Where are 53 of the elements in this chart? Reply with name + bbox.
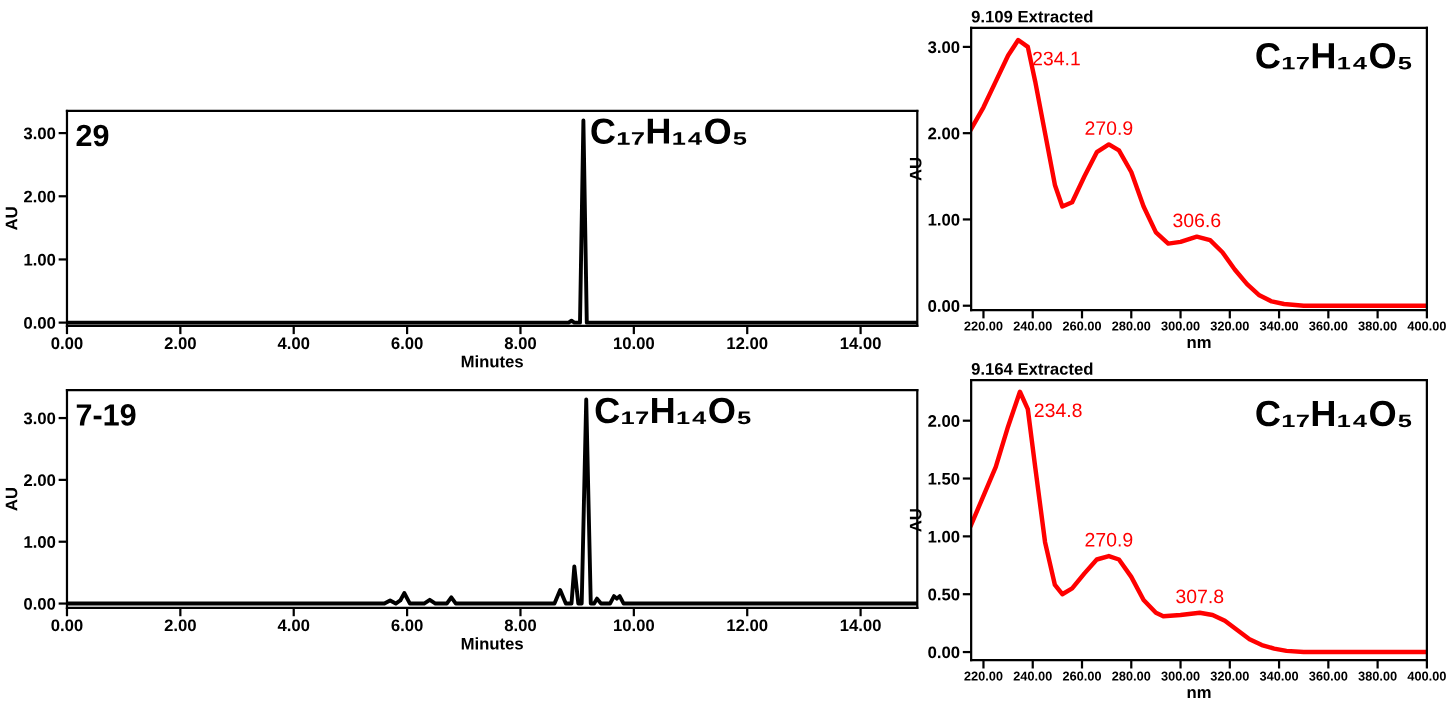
y-tick-label: 0.00 [928, 300, 960, 312]
x-axis-title: nm [1187, 338, 1211, 348]
chart-title: 9.164 Extracted [971, 362, 1093, 375]
y-tick-label: 1.00 [24, 536, 56, 548]
x-axis-title: Minutes [461, 355, 523, 368]
x-tick-label: 14.00 [840, 619, 881, 632]
x-tick-label: 12.00 [727, 619, 768, 632]
annotation: 306.6 [1173, 213, 1221, 228]
x-tick-label: 14.00 [840, 337, 881, 350]
x-axis-title: nm [1187, 689, 1211, 699]
x-tick-label: 8.00 [504, 337, 537, 350]
annotation: 234.1 [1033, 51, 1080, 66]
y-tick-label: 0.00 [928, 646, 960, 659]
annotation: C₁₇H₁₄O₅ [591, 118, 747, 145]
y-tick-label: 1.50 [928, 472, 960, 485]
annotation: 307.8 [1176, 589, 1224, 604]
y-tick-label: 0.00 [24, 597, 56, 610]
y-tick-label: 0.50 [928, 588, 960, 601]
annotation: 29 [76, 124, 109, 147]
x-axis-title: Minutes [461, 637, 523, 650]
x-tick-label: 6.00 [391, 619, 423, 632]
y-tick-label: 1.00 [928, 213, 960, 226]
y-tick-label: 2.00 [24, 190, 56, 203]
x-tick-label: 0.00 [51, 337, 83, 350]
line-series [971, 389, 1427, 655]
chart-title: 9.109 Extracted [971, 10, 1093, 23]
y-tick-label: 2.00 [928, 127, 960, 140]
annotation: C₁₇H₁₄O₅ [1256, 42, 1412, 70]
annotation: C₁₇H₁₄O₅ [1256, 400, 1412, 428]
y-tick-label: 1.00 [928, 530, 960, 543]
x-tick-label: 4.00 [277, 619, 310, 632]
x-tick-label: 10.00 [614, 337, 655, 350]
annotation: 270.9 [1085, 121, 1133, 135]
y-tick-label: 3.00 [927, 41, 960, 54]
y-tick-label: 3.00 [23, 412, 56, 425]
x-tick-label: 4.00 [277, 337, 310, 350]
x-tick-label: 12.00 [727, 337, 768, 350]
annotation: 270.9 [1085, 532, 1133, 547]
x-tick-label: 8.00 [504, 619, 537, 632]
x-tick-label: 2.00 [164, 619, 196, 632]
x-tick-label: 10.00 [614, 619, 655, 632]
y-tick-label: 1.00 [24, 253, 56, 266]
x-tick-label: 0.00 [51, 619, 83, 632]
x-tick-label: 2.00 [164, 337, 196, 350]
y-tick-label: 3.00 [23, 127, 56, 140]
annotation: C₁₇H₁₄O₅ [595, 397, 751, 425]
annotation: 7-19 [76, 404, 136, 426]
annotation: 234.8 [1034, 403, 1082, 418]
y-axis-title: AU [5, 207, 18, 230]
x-tick-label: 6.00 [391, 337, 423, 350]
y-axis-title: AU [5, 488, 18, 511]
y-tick-label: 2.00 [928, 415, 960, 427]
y-tick-label: 2.00 [24, 474, 56, 487]
